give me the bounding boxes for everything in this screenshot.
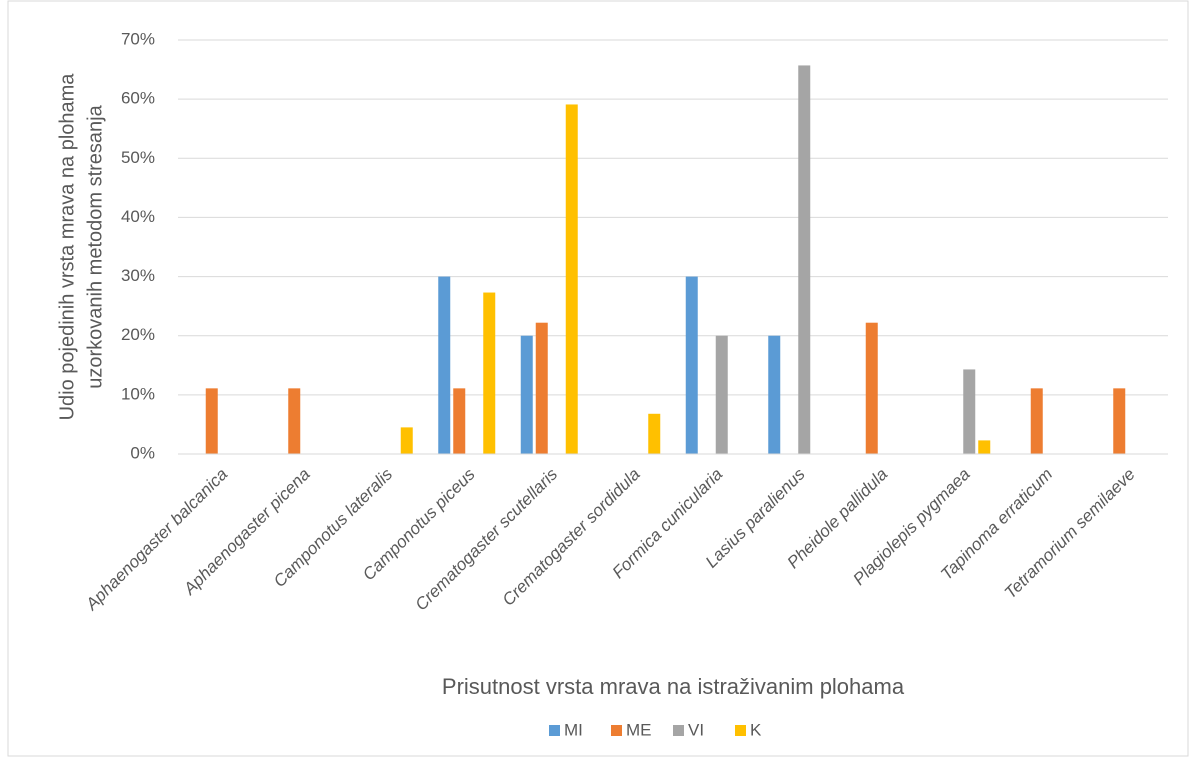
bar xyxy=(288,388,301,454)
bar xyxy=(453,388,466,454)
y-tick-label: 0% xyxy=(130,443,155,462)
legend-label: ME xyxy=(626,720,652,739)
bar xyxy=(483,292,496,454)
bar xyxy=(565,104,578,455)
y-tick-label: 70% xyxy=(121,29,155,48)
legend-label: VI xyxy=(688,720,704,739)
x-axis-title: Prisutnost vrsta mrava na istraživanim p… xyxy=(442,674,905,699)
legend-swatch xyxy=(673,725,684,736)
legend-swatch xyxy=(549,725,560,736)
y-tick-label: 60% xyxy=(121,89,155,108)
x-tick-label: Aphaenogaster balcanica xyxy=(81,465,231,615)
x-tick-label: Crematogaster scutellaris xyxy=(412,464,562,614)
bar xyxy=(963,369,976,454)
bar xyxy=(400,427,413,454)
bar xyxy=(520,335,533,454)
bar xyxy=(535,322,548,454)
y-tick-label: 10% xyxy=(121,384,155,403)
legend-label: K xyxy=(750,720,762,739)
bar xyxy=(865,322,878,454)
bar xyxy=(648,413,661,454)
bar xyxy=(715,335,728,454)
y-tick-label: 20% xyxy=(121,325,155,344)
y-axis-title: Udio pojedinih vrsta mrava na plohama xyxy=(56,73,78,421)
bar xyxy=(768,335,781,454)
y-tick-label: 40% xyxy=(121,207,155,226)
bar xyxy=(978,440,991,454)
legend-swatch xyxy=(611,725,622,736)
bar xyxy=(1030,388,1043,454)
legend-swatch xyxy=(735,725,746,736)
bar xyxy=(1113,388,1126,454)
legend-label: MI xyxy=(564,720,583,739)
bar xyxy=(798,65,811,454)
y-tick-label: 30% xyxy=(121,266,155,285)
bar xyxy=(438,276,451,454)
bar xyxy=(685,276,698,454)
chart-frame xyxy=(7,0,1189,757)
x-tick-label: Crematogaster sordidula xyxy=(499,465,644,610)
y-axis-title: uzorkovanih metodom stresanja xyxy=(84,104,106,388)
y-tick-label: 50% xyxy=(121,148,155,167)
bar xyxy=(205,388,218,454)
